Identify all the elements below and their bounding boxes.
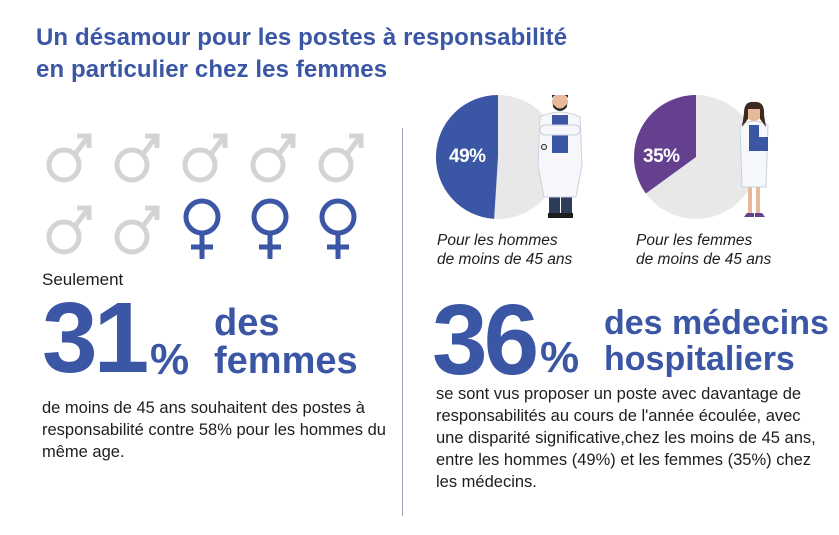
- stat-word-femmes: femmes: [214, 340, 358, 382]
- pie-chart-men: [436, 95, 583, 219]
- page-title: Un désamour pour les postes à responsabi…: [36, 22, 567, 86]
- title-line-1: Un désamour pour les postes à responsabi…: [36, 24, 568, 51]
- male-symbol-icon: [114, 133, 160, 183]
- female-symbol-icon: [251, 198, 289, 259]
- male-doctor-icon: [537, 95, 583, 218]
- male-symbol-icon: [250, 133, 296, 183]
- stat-word-des: des: [214, 302, 280, 344]
- stat-percent-sign: %: [150, 335, 190, 384]
- pie-women-slice: [634, 95, 696, 194]
- pie-women-label: 35%: [643, 146, 680, 167]
- female-symbol-icon: [319, 198, 357, 259]
- stat-word-hospitaliers: hospitaliers: [604, 340, 795, 378]
- pie-women-caption-line1: Pour les femmes: [636, 232, 753, 249]
- pie-men-caption-line1: Pour les hommes: [437, 232, 558, 249]
- male-symbol-icon: [182, 133, 228, 183]
- pie-women-caption: Pour les femmes de moins de 45 ans: [636, 231, 771, 269]
- gender-icon-grid: [44, 125, 384, 265]
- female-doctor-icon: [739, 101, 769, 217]
- right-stat-description: se sont vus proposer un poste avec davan…: [436, 385, 816, 491]
- male-symbol-icon: [114, 205, 160, 255]
- female-symbol-icon: [183, 198, 221, 259]
- male-symbol-icon: [46, 133, 92, 183]
- pie-women-caption-line2: de moins de 45 ans: [636, 251, 772, 268]
- left-stat-description: de moins de 45 ans souhaitent des postes…: [42, 399, 386, 461]
- stat-number-31: 31: [42, 282, 149, 394]
- pie-chart-women: [634, 95, 769, 219]
- pie-men-caption: Pour les hommes de moins de 45 ans: [437, 231, 572, 269]
- pie-men-label: 49%: [449, 146, 486, 167]
- column-divider: [402, 128, 403, 516]
- stat-prefix: Seulement: [42, 270, 124, 289]
- pie-men-slice: [436, 95, 498, 219]
- male-symbol-icon: [46, 205, 92, 255]
- male-symbol-icon: [318, 133, 364, 183]
- title-line-2: en particulier chez les femmes: [36, 56, 388, 83]
- stat-number-36: 36: [432, 284, 539, 396]
- stat-word-des-medecins: des médecins: [604, 304, 829, 342]
- pie-men-caption-line2: de moins de 45 ans: [437, 251, 573, 268]
- stat-percent-sign-36: %: [540, 333, 580, 382]
